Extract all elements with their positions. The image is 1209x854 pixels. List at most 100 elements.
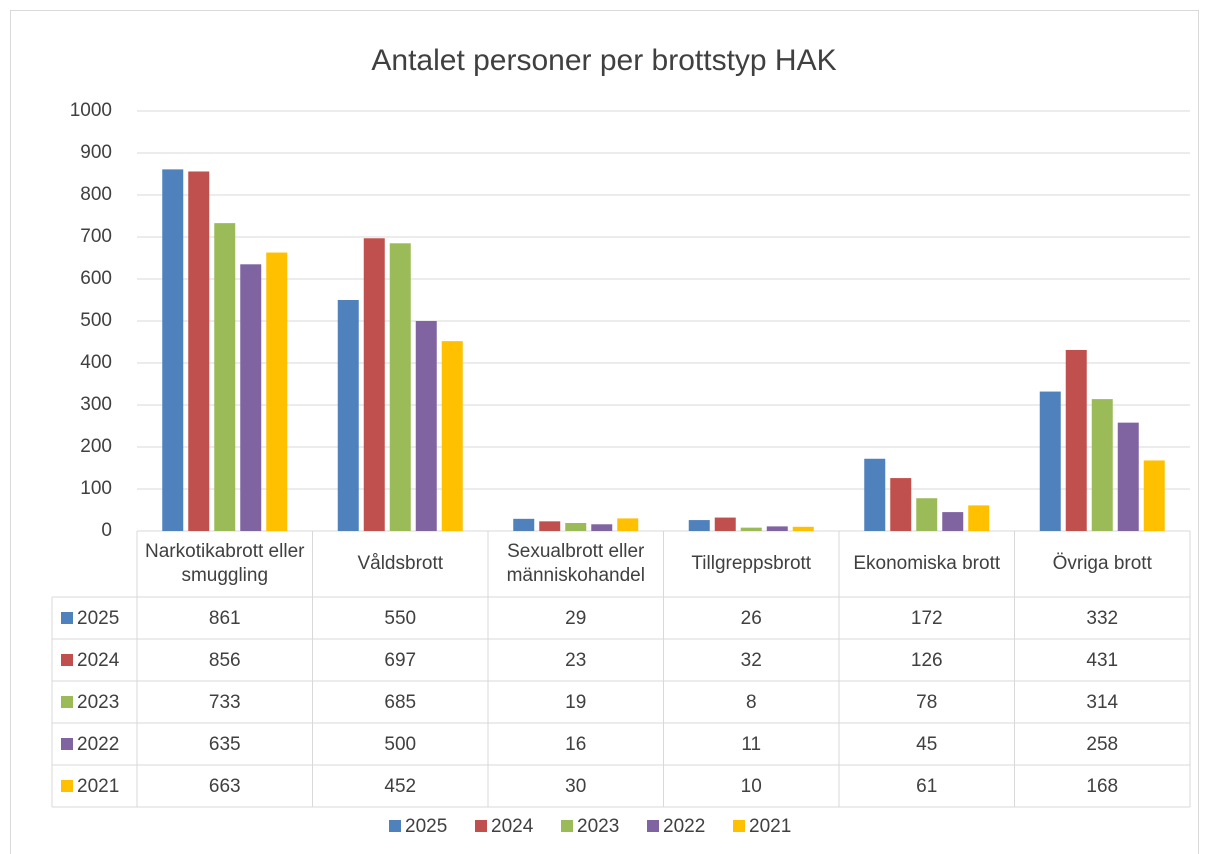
table-cell: 172: [911, 608, 943, 629]
table-cell: 19: [565, 692, 586, 713]
y-tick-label: 100: [80, 478, 112, 499]
legend-label: 2021: [749, 816, 791, 837]
bar: [890, 478, 912, 531]
table-cell: 168: [1086, 776, 1118, 797]
x-tick-label: Ekonomiska brott: [853, 553, 1001, 574]
y-tick-label: 0: [101, 520, 112, 541]
bar: [1091, 399, 1113, 531]
bar: [337, 300, 359, 531]
bar: [1039, 391, 1061, 531]
bar: [1065, 349, 1087, 531]
table-cell: 8: [746, 692, 757, 713]
chart-border: [10, 10, 1199, 854]
x-tick-label: Tillgreppsbrott: [691, 553, 812, 574]
table-cell: 856: [209, 650, 241, 671]
y-tick-label: 500: [80, 310, 112, 331]
x-tick-label: Våldsbrott: [357, 553, 444, 574]
table-cell: 697: [384, 650, 416, 671]
table-cell: 78: [916, 692, 937, 713]
bar: [968, 505, 990, 531]
table-cell: 10: [741, 776, 762, 797]
bar: [214, 223, 236, 531]
table-cell: 30: [565, 776, 586, 797]
bar: [415, 321, 437, 531]
legend-key: [561, 820, 573, 832]
table-cell: 635: [209, 734, 241, 755]
legend-key: [475, 820, 487, 832]
chart-title: Antalet personer per brottstyp HAK: [371, 44, 836, 77]
legend-label: 2022: [663, 816, 705, 837]
table-cell: 550: [384, 608, 416, 629]
y-tick-label: 200: [80, 436, 112, 457]
table-cell: 61: [916, 776, 937, 797]
table-cell: 26: [741, 608, 762, 629]
table-cell: 431: [1086, 650, 1118, 671]
legend-key: [733, 820, 745, 832]
bar: [916, 498, 938, 531]
bar: [539, 521, 561, 531]
table-cell: 452: [384, 776, 416, 797]
x-tick-label: Sexualbrott eller människohandel: [506, 541, 645, 586]
table-cell: 733: [209, 692, 241, 713]
table-legend-key: [61, 696, 73, 708]
table-cell: 861: [209, 608, 241, 629]
y-tick-label: 600: [80, 268, 112, 289]
table-series-name: 2021: [77, 776, 119, 797]
x-tick-label: Narkotikabrott eller smuggling: [145, 541, 305, 586]
table-cell: 11: [741, 734, 761, 755]
bar: [188, 171, 210, 532]
y-tick-label: 800: [80, 184, 112, 205]
bar: [942, 512, 964, 531]
table-series-name: 2024: [77, 650, 120, 671]
bar: [1143, 460, 1165, 531]
bar: [864, 458, 886, 531]
bar: [162, 169, 184, 531]
bar: [714, 517, 736, 531]
table-cell: 258: [1086, 734, 1118, 755]
table-legend-key: [61, 780, 73, 792]
bar: [389, 243, 411, 532]
table-series-name: 2023: [77, 692, 119, 713]
table-cell: 29: [565, 608, 586, 629]
legend-label: 2025: [405, 816, 447, 837]
table-cell: 23: [565, 650, 586, 671]
bar: [240, 264, 262, 531]
table-cell: 314: [1086, 692, 1118, 713]
bar: [513, 518, 535, 531]
bar: [565, 523, 587, 531]
bar: [363, 238, 385, 531]
legend-label: 2024: [491, 816, 534, 837]
y-tick-label: 400: [80, 352, 112, 373]
table-cell: 332: [1086, 608, 1118, 629]
legend-key: [389, 820, 401, 832]
table-cell: 45: [916, 734, 937, 755]
table-cell: 685: [384, 692, 416, 713]
table-cell: 16: [565, 734, 586, 755]
bar: [266, 252, 288, 532]
y-tick-label: 700: [80, 226, 112, 247]
y-tick-label: 900: [80, 142, 112, 163]
table-cell: 663: [209, 776, 241, 797]
bar: [591, 524, 613, 531]
bar: [792, 526, 814, 531]
x-tick-label: Övriga brott: [1052, 553, 1152, 574]
table-legend-key: [61, 738, 73, 750]
table-cell: 32: [741, 650, 762, 671]
table-legend-key: [61, 612, 73, 624]
bar: [441, 341, 463, 531]
bar: [766, 526, 788, 531]
bar: [740, 527, 762, 531]
table-series-name: 2025: [77, 608, 119, 629]
y-tick-label: 300: [80, 394, 112, 415]
table-series-name: 2022: [77, 734, 119, 755]
bar: [1117, 422, 1139, 531]
bar: [617, 518, 639, 531]
table-cell: 500: [384, 734, 416, 755]
legend-label: 2023: [577, 816, 619, 837]
table-legend-key: [61, 654, 73, 666]
table-cell: 126: [911, 650, 943, 671]
y-tick-label: 1000: [70, 100, 112, 121]
legend-key: [647, 820, 659, 832]
